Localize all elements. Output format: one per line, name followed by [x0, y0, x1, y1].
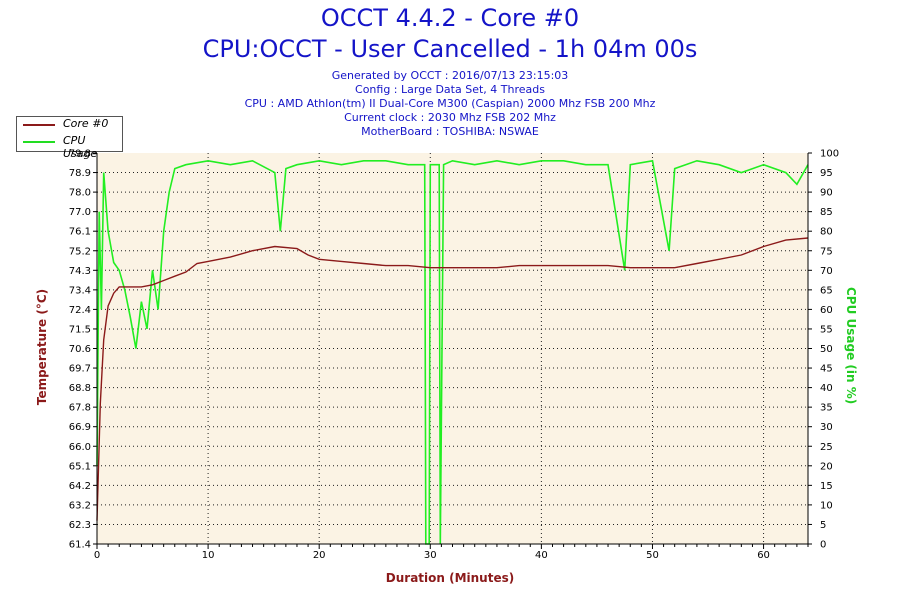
y-right-tick-label: 15 — [820, 481, 833, 492]
y-right-tick-label: 90 — [820, 188, 833, 199]
y-right-tick-label: 80 — [820, 227, 833, 238]
y-left-tick-label: 62.3 — [69, 520, 91, 531]
y-left-tick-label: 76.1 — [69, 227, 91, 238]
info-generated: Generated by OCCT : 2016/07/13 23:15:03 — [331, 69, 569, 82]
y-left-tick-label: 69.7 — [69, 364, 91, 375]
x-tick-label: 20 — [313, 550, 326, 561]
legend-swatch-cpu-usage — [23, 141, 55, 143]
y-left-tick-label: 77.0 — [69, 207, 91, 218]
y-left-tick-label: 65.1 — [69, 461, 91, 472]
y-right-tick-label: 20 — [820, 461, 833, 472]
y-left-tick-label: 63.2 — [69, 500, 91, 511]
legend-item-core0: Core #0 — [23, 117, 123, 133]
legend-item-cpu-usage: CPU Usage — [23, 134, 123, 160]
y-right-tick-label: 65 — [820, 285, 833, 296]
y-right-tick-label: 60 — [820, 305, 833, 316]
x-axis-label: Duration (Minutes) — [385, 571, 515, 585]
y-left-tick-label: 78.0 — [69, 188, 91, 199]
y-right-tick-label: 10 — [820, 500, 833, 511]
y-left-tick-label: 73.4 — [69, 285, 91, 296]
y-left-tick-label: 75.2 — [69, 246, 91, 257]
info-clock: Current clock : 2030 Mhz FSB 202 Mhz — [344, 111, 556, 124]
y-right-tick-label: 35 — [820, 403, 833, 414]
y-left-tick-label: 70.6 — [69, 344, 91, 355]
legend-label-core0: Core #0 — [63, 117, 109, 130]
x-tick-label: 50 — [646, 550, 659, 561]
legend-label-cpu-usage: CPU Usage — [63, 134, 98, 160]
y-left-tick-label: 64.2 — [69, 481, 91, 492]
y-left-tick-label: 66.9 — [69, 422, 91, 433]
y-right-tick-label: 50 — [820, 344, 833, 355]
y-right-tick-label: 55 — [820, 324, 833, 335]
y-right-tick-label: 40 — [820, 383, 833, 394]
y-right-tick-label: 45 — [820, 364, 833, 375]
y-right-tick-label: 30 — [820, 422, 833, 433]
y-axis-left-label: Temperature (°C) — [35, 288, 49, 406]
legend-swatch-core0 — [23, 124, 55, 126]
y-left-tick-label: 66.0 — [69, 442, 91, 453]
y-right-tick-label: 100 — [820, 149, 839, 160]
y-left-tick-label: 61.4 — [69, 540, 91, 551]
y-left-tick-label: 74.3 — [69, 266, 91, 277]
info-config: Config : Large Data Set, 4 Threads — [355, 83, 545, 96]
x-tick-label: 60 — [757, 550, 770, 561]
x-tick-label: 30 — [424, 550, 437, 561]
y-left-tick-label: 68.8 — [69, 383, 91, 394]
y-right-tick-label: 75 — [820, 246, 833, 257]
chart-subtitle: CPU:OCCT - User Cancelled - 1h 04m 00s — [202, 35, 698, 63]
chart-title: OCCT 4.4.2 - Core #0 — [320, 4, 580, 32]
y-left-tick-label: 78.9 — [69, 168, 91, 179]
info-cpu: CPU : AMD Athlon(tm) II Dual-Core M300 (… — [244, 97, 656, 110]
info-motherboard: MotherBoard : TOSHIBA: NSWAE — [361, 125, 539, 138]
x-tick-label: 0 — [94, 550, 100, 561]
x-tick-label: 10 — [202, 550, 215, 561]
y-left-tick-label: 79.8 — [69, 149, 91, 160]
y-right-tick-label: 25 — [820, 442, 833, 453]
y-right-tick-label: 0 — [820, 540, 826, 551]
y-right-tick-label: 70 — [820, 266, 833, 277]
y-left-tick-label: 72.4 — [69, 305, 91, 316]
y-right-tick-label: 95 — [820, 168, 833, 179]
y-right-tick-label: 5 — [820, 520, 826, 531]
series-line-cpu-usage — [96, 159, 809, 545]
y-right-tick-label: 85 — [820, 207, 833, 218]
y-axis-right-label: CPU Usage (in %) — [844, 287, 858, 405]
y-left-tick-label: 71.5 — [69, 324, 91, 335]
series-line-core0 — [96, 237, 809, 521]
legend: Core #0 CPU Usage — [16, 116, 123, 160]
y-left-tick-label: 67.8 — [69, 403, 91, 414]
x-tick-label: 40 — [535, 550, 548, 561]
